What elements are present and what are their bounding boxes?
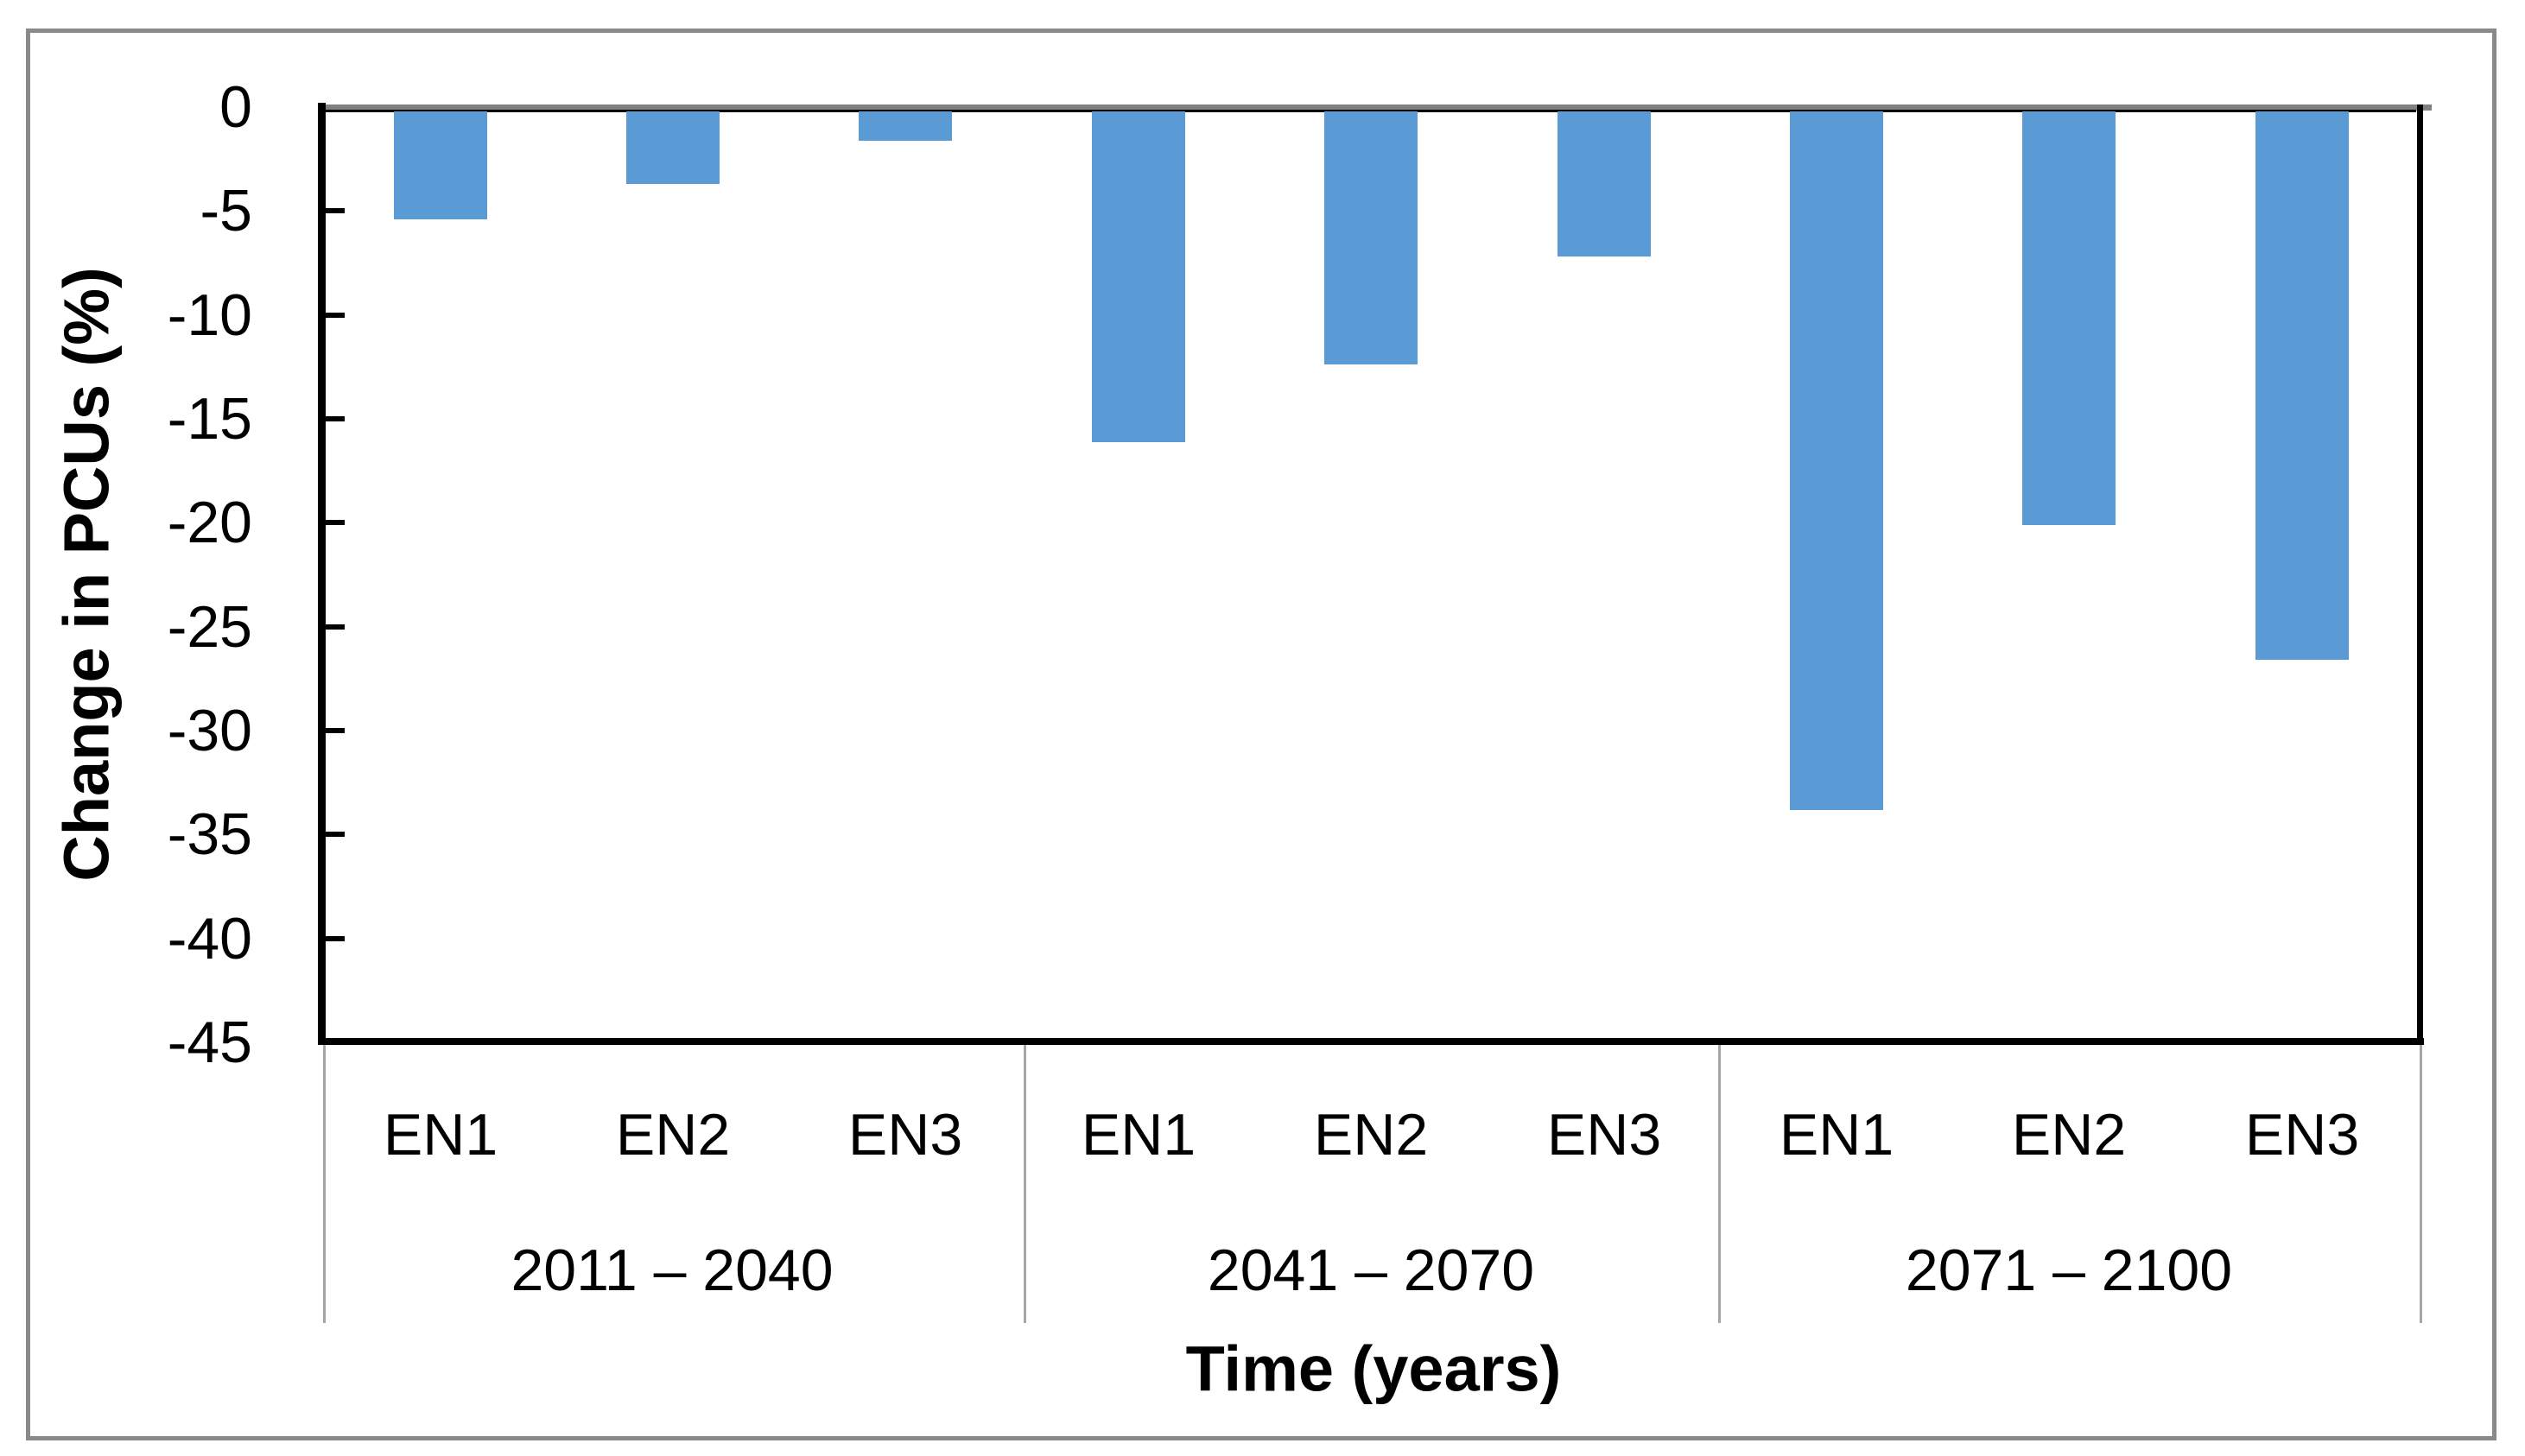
x-axis-title: Time (years) [1185,1333,1562,1405]
category-label-EN3-group2: EN3 [1546,1102,1662,1168]
y-axis-line [318,103,326,1045]
category-separator-3 [1718,1045,1721,1323]
x-axis-line [318,1038,2424,1045]
category-separator-4 [2420,1045,2422,1323]
y-tick-label--25: -25 [167,594,252,660]
bar-EN2-group2 [1324,111,1418,364]
y-tick--5 [326,208,345,213]
figure-border [26,28,2496,1440]
y-tick--30 [326,728,345,733]
y-tick--25 [326,624,345,630]
y-tick-label--15: -15 [167,386,252,452]
plot-top-border [326,110,2416,112]
y-tick--35 [326,832,345,837]
y-tick-label--10: -10 [167,282,252,348]
category-separator-1 [323,1045,326,1323]
category-label-EN3-group3: EN3 [2244,1102,2360,1168]
y-tick--15 [326,416,345,421]
y-tick--20 [326,520,345,525]
plot-right-border [2417,104,2423,1038]
group-label-2: 2041 – 2070 [1207,1238,1535,1303]
bar-EN1-group1 [394,111,487,219]
y-tick-label--35: -35 [167,801,252,867]
category-label-EN2-group2: EN2 [1313,1102,1429,1168]
zero-gridline [318,104,2432,111]
bar-EN3-group1 [859,111,952,141]
category-separator-2 [1024,1045,1026,1323]
category-label-EN3-group1: EN3 [847,1102,963,1168]
y-tick-label--5: -5 [200,178,252,244]
y-tick-label--45: -45 [167,1010,252,1075]
bar-EN3-group2 [1558,111,1651,256]
y-tick--10 [326,313,345,318]
y-tick-label--20: -20 [167,490,252,555]
group-label-3: 2071 – 2100 [1905,1238,2233,1303]
y-tick--40 [326,936,345,941]
bar-EN1-group3 [1790,111,1883,810]
bar-EN1-group2 [1092,111,1185,442]
bar-EN2-group1 [626,111,720,184]
y-tick-label--40: -40 [167,906,252,972]
y-tick-label--30: -30 [167,698,252,763]
category-label-EN1-group1: EN1 [383,1102,498,1168]
bar-EN3-group3 [2255,111,2349,660]
category-label-EN2-group1: EN2 [615,1102,731,1168]
y-axis-title: Change in PCUs (%) [50,267,123,882]
bar-EN2-group3 [2022,111,2116,525]
group-label-1: 2011 – 2040 [511,1238,834,1303]
category-label-EN2-group3: EN2 [2011,1102,2127,1168]
category-label-EN1-group3: EN1 [1779,1102,1894,1168]
y-tick-label-0: 0 [219,74,252,140]
category-label-EN1-group2: EN1 [1081,1102,1196,1168]
